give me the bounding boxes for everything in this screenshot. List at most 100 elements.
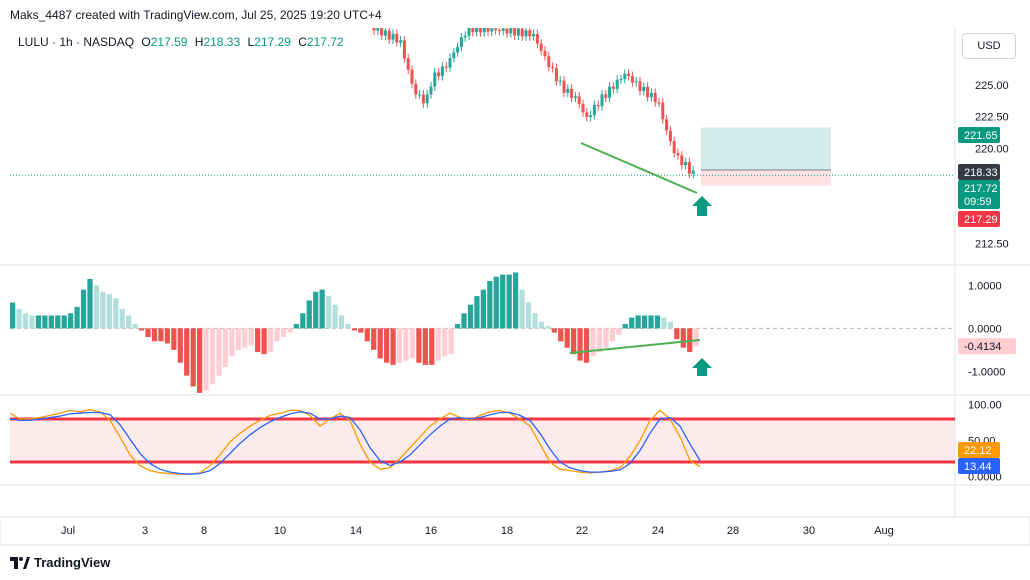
histogram-bar	[55, 315, 61, 329]
histogram-bar	[229, 328, 235, 357]
histogram-bar	[422, 328, 428, 365]
candle-body	[482, 28, 486, 33]
histogram-arrow-icon	[692, 358, 712, 376]
histogram-bar	[667, 321, 674, 329]
histogram-tick-label: -1.0000	[968, 366, 1005, 378]
candle-body	[589, 115, 593, 117]
candle-body	[558, 80, 562, 82]
histogram-bar	[197, 328, 203, 393]
histogram-bar	[500, 274, 506, 329]
histogram-bar	[551, 328, 557, 333]
histogram-bar	[287, 328, 293, 333]
x-tick-label: 30	[803, 525, 815, 537]
x-tick-label: 28	[727, 525, 739, 537]
candle-body	[661, 102, 665, 120]
histogram-bar	[641, 315, 648, 329]
histogram-bar	[674, 328, 680, 340]
x-tick-label: 14	[350, 525, 362, 537]
candle-body	[505, 28, 509, 34]
stoch-band-fill	[10, 418, 955, 463]
candle-body	[490, 28, 494, 32]
histogram-bar	[396, 328, 403, 363]
histogram-bar	[629, 317, 635, 329]
histogram-bar	[151, 328, 158, 342]
histogram-bar	[512, 272, 519, 329]
histogram-bar	[190, 328, 196, 387]
high-value: 218.33	[203, 35, 241, 49]
candle-body	[604, 94, 608, 98]
candle-body	[646, 86, 650, 98]
histogram-bar	[371, 328, 377, 350]
candle-body	[608, 86, 612, 98]
histogram-bar	[16, 309, 22, 329]
candle-body	[592, 104, 596, 116]
candle-body	[665, 119, 669, 131]
histogram-bar	[564, 328, 570, 348]
candle-body	[680, 155, 684, 166]
histogram-bar	[235, 328, 241, 350]
candle-body	[623, 73, 627, 80]
close-label: C	[298, 35, 307, 49]
x-tick-label: Jul	[61, 525, 75, 537]
position-target-zone	[701, 127, 831, 170]
histogram-bar	[616, 328, 622, 335]
symbol-legend[interactable]: LULU · 1h · NASDAQ O217.59 H218.33 L217.…	[18, 35, 344, 49]
candle-body	[627, 73, 631, 77]
low-value: 217.29	[254, 35, 291, 49]
histogram-bar	[61, 315, 67, 329]
buy-arrow-icon	[692, 196, 712, 216]
currency-button[interactable]: USD	[962, 33, 1016, 59]
candle-body	[619, 79, 623, 81]
candle-body	[634, 81, 638, 83]
histogram-bar	[467, 304, 474, 329]
candle-body	[668, 130, 672, 142]
candle-body	[539, 43, 543, 51]
x-tick-label: 10	[274, 525, 286, 537]
stoch-value-label: 13.44	[964, 461, 992, 473]
tradingview-icon	[10, 556, 30, 569]
histogram-bar	[609, 328, 615, 342]
histogram-bar	[558, 328, 564, 342]
chart-caption: Maks_4487 created with TradingView.com, …	[10, 8, 382, 22]
histogram-bar	[42, 315, 48, 329]
x-tick-label: 22	[576, 525, 588, 537]
candle-body	[380, 28, 384, 36]
candle-body	[387, 30, 391, 40]
candle-body	[615, 79, 619, 89]
histogram-bar	[390, 328, 396, 365]
candle-body	[691, 170, 695, 174]
stoch-line	[9, 411, 701, 475]
histogram-bar	[364, 328, 370, 342]
candle-body	[494, 28, 498, 31]
candle-body	[376, 28, 380, 31]
histogram-bar	[126, 315, 132, 329]
price-tag	[958, 180, 1000, 196]
histogram-bar	[435, 328, 441, 361]
histogram-bar	[35, 315, 42, 329]
position-stop-zone	[701, 169, 831, 186]
candle-body	[573, 96, 577, 98]
candle-body	[395, 33, 399, 43]
candle-body	[649, 92, 653, 98]
histogram-bar	[403, 328, 409, 361]
histogram-bar	[351, 328, 358, 331]
histogram-bar	[661, 317, 667, 329]
histogram-bar	[203, 328, 209, 391]
candle-body	[528, 30, 532, 37]
candle-body	[562, 80, 566, 93]
histogram-bar	[10, 302, 16, 329]
tradingview-logo[interactable]: TradingView	[10, 555, 110, 570]
histogram-bar	[325, 296, 332, 329]
candle-body	[566, 88, 570, 93]
histogram-bar	[448, 328, 454, 355]
histogram-bar	[113, 298, 119, 329]
candle-body	[554, 68, 558, 82]
histogram-bar	[345, 324, 351, 329]
candle-body	[611, 86, 615, 89]
histogram-bar	[222, 328, 229, 368]
stoch-line	[9, 408, 701, 475]
open-label: O	[141, 35, 151, 49]
candle-body	[543, 50, 547, 57]
price-tag-label: 217.29	[964, 214, 998, 226]
